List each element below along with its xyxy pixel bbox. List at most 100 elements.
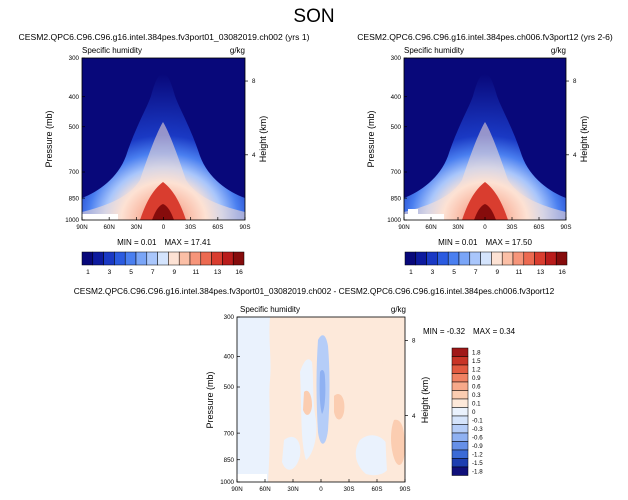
panel-difference-title: CESM2.QPC6.C96.C96.g16.intel.384pes.fv3p… [74, 286, 555, 296]
panel-difference-ylabel-right: Height (km) [420, 377, 430, 424]
colorbar-swatch [178, 251, 191, 266]
panel-yrs1-axes: 90N 60N 30N 0 30S 60S 90S 300 400 500 700 850 1000 8 4 [65, 55, 256, 231]
y-tick-label: 400 [391, 94, 402, 101]
diff-colorbar-label: -0.3 [472, 426, 483, 433]
colorbar-label: 13 [214, 269, 222, 276]
y-tick-label: 850 [69, 195, 80, 202]
x-tick-label: 30N [452, 224, 463, 231]
panel-yrs26-plot [403, 57, 567, 221]
colorbar-swatch [189, 251, 202, 266]
y-tick-label: 1000 [220, 479, 234, 486]
y-tick-label: 850 [391, 195, 402, 202]
panel-difference-ylabel: Pressure (mb) [205, 371, 215, 428]
diff-colorbar-swatch [451, 390, 469, 400]
y-tick-label: 400 [69, 94, 80, 101]
colorbar-label: 7 [474, 269, 478, 276]
x-tick-label: 0 [162, 224, 166, 231]
x-tick-label: 90S [399, 486, 410, 493]
colorbar-swatch [458, 251, 471, 266]
diff-colorbar-label: 0.3 [472, 392, 481, 399]
diff-colorbar-swatch [451, 356, 469, 366]
height-tick-label: 8 [573, 78, 577, 85]
colorbar-swatch [168, 251, 180, 266]
colorbar-swatch [157, 251, 169, 266]
y-tick-label: 300 [224, 314, 235, 321]
colorbar-swatch [426, 251, 438, 266]
colorbar-swatch [404, 251, 417, 266]
colorbar-swatch [124, 251, 137, 266]
panel-difference-minmax: MIN = -0.32 MAX = 0.34 [423, 327, 516, 336]
colorbar-swatch [103, 251, 115, 266]
panel-yrs1-title: CESM2.QPC6.C96.C96.g16.intel.384pes.fv3p… [19, 32, 310, 42]
panel-difference-units: g/kg [391, 305, 406, 314]
surface-gap-yrs1 [82, 214, 118, 220]
negative-band-west [237, 317, 271, 482]
diff-colorbar-swatch [451, 424, 469, 434]
colorbar-label: 1 [409, 269, 413, 276]
diff-colorbar-label: -1.2 [472, 452, 483, 459]
colorbar-swatch [200, 251, 212, 266]
panel-yrs1-ylabel-right: Height (km) [258, 116, 268, 163]
x-tick-label: 30S [506, 224, 517, 231]
y-tick-label: 500 [69, 124, 80, 131]
colorbar-swatch [81, 251, 94, 266]
panel-difference-plot [236, 316, 406, 483]
panel-yrs26-field-label: Specific humidity [404, 46, 464, 55]
x-tick-label: 60N [425, 224, 436, 231]
colorbar-swatch [491, 251, 503, 266]
colorbar-label: 16 [558, 269, 566, 276]
x-tick-label: 0 [319, 486, 323, 493]
panel-difference-min-label: MIN = [423, 327, 447, 336]
x-tick-label: 0 [483, 224, 487, 231]
x-tick-label: 90N [76, 224, 87, 231]
colorbar-label: 5 [129, 269, 133, 276]
diff-colorbar-swatch [451, 347, 469, 357]
y-tick-label: 850 [224, 457, 235, 464]
diff-colorbar-label: -1.5 [472, 460, 483, 467]
height-tick-label: 8 [412, 338, 416, 345]
colorbar-label: 9 [495, 269, 499, 276]
panel-yrs26-title: CESM2.QPC6.C96.C96.g16.intel.384pes.ch00… [357, 32, 613, 42]
diff-colorbar-label: 0.9 [472, 375, 481, 382]
panel-yrs26-max-label: MAX = [485, 238, 511, 247]
panel-yrs26-min-label: MIN = [438, 238, 462, 247]
colorbar-swatch [512, 251, 525, 266]
colorbar-swatch [437, 251, 449, 266]
page-title: SON [293, 6, 334, 27]
y-tick-label: 700 [391, 169, 402, 176]
panel-difference-max-label: MAX = [473, 327, 499, 336]
colorbar-label: 5 [452, 269, 456, 276]
height-tick-label: 4 [412, 413, 416, 420]
y-tick-label: 300 [391, 55, 402, 62]
colorbar-label: 1 [86, 269, 90, 276]
diff-colorbar-swatch [451, 415, 469, 425]
x-tick-label: 30N [287, 486, 298, 493]
panel-yrs1-min-label: MIN = [117, 238, 141, 247]
colorbar-swatch [146, 251, 158, 266]
panel-yrs1-field-label: Specific humidity [82, 46, 142, 55]
diff-colorbar-swatch [451, 466, 469, 476]
surface-gap-yrs26 [404, 214, 444, 220]
colorbar-swatch [447, 251, 460, 266]
y-tick-label: 700 [69, 169, 80, 176]
y-tick-label: 400 [224, 354, 235, 361]
panel-yrs1-units: g/kg [230, 46, 245, 55]
x-tick-label: 60N [103, 224, 114, 231]
colorbar-label: 3 [431, 269, 435, 276]
diff-colorbar-label: 1.5 [472, 358, 481, 365]
panel-yrs1-min-value: 0.01 [141, 238, 157, 247]
height-tick-label: 4 [573, 152, 577, 159]
y-tick-label: 700 [224, 430, 235, 437]
colorbar-swatch [480, 251, 492, 266]
diff-colorbar-label: -1.8 [472, 469, 483, 476]
panel-yrs1-max-label: MAX = [164, 238, 190, 247]
x-tick-label: 60S [371, 486, 382, 493]
x-tick-label: 60N [259, 486, 270, 493]
diff-colorbar-swatch [451, 364, 469, 374]
x-tick-label: 60S [212, 224, 223, 231]
colorbar-label: 9 [172, 269, 176, 276]
panel-yrs1: CESM2.QPC6.C96.C96.g16.intel.384pes.fv3p… [19, 32, 310, 247]
colorbar-label: 3 [108, 269, 112, 276]
panel-yrs26-units: g/kg [551, 46, 566, 55]
